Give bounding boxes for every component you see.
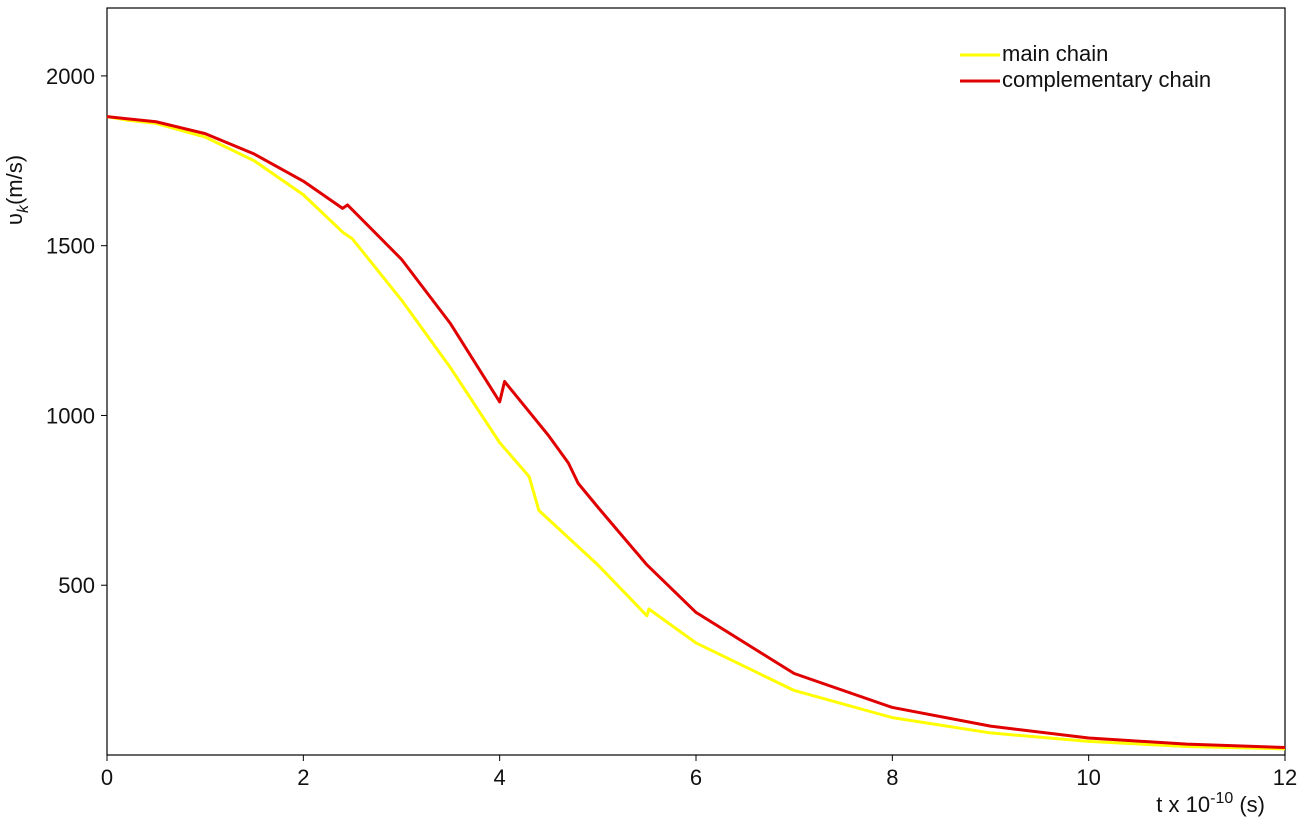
x-tick-label: 4 [494,765,506,790]
x-tick-label: 2 [297,765,309,790]
y-tick-label: 1000 [46,403,95,428]
x-axis-label: t x 10-10 (s) [1156,790,1265,817]
series-line [106,115,1286,750]
x-label-base: t x 10 [1156,792,1210,817]
y-label-symbol: υ [2,213,27,225]
x-label-superscript: -10 [1210,790,1233,807]
y-label-unit: (m/s) [2,155,27,205]
legend-label: complementary chain [1002,67,1211,92]
x-label-unit: (s) [1233,792,1265,817]
y-axis-label: υk(m/s) [2,155,32,225]
y-label-subscript: k [15,204,32,213]
legend-label: main chain [1002,41,1108,66]
x-tick-label: 8 [886,765,898,790]
x-tick-label: 10 [1076,765,1100,790]
y-tick-label: 1500 [46,234,95,259]
y-tick-label: 2000 [46,64,95,89]
series-line [106,115,1286,751]
x-tick-label: 0 [101,765,113,790]
x-tick-label: 12 [1273,765,1297,790]
y-tick-label: 500 [58,573,95,598]
x-tick-label: 6 [690,765,702,790]
